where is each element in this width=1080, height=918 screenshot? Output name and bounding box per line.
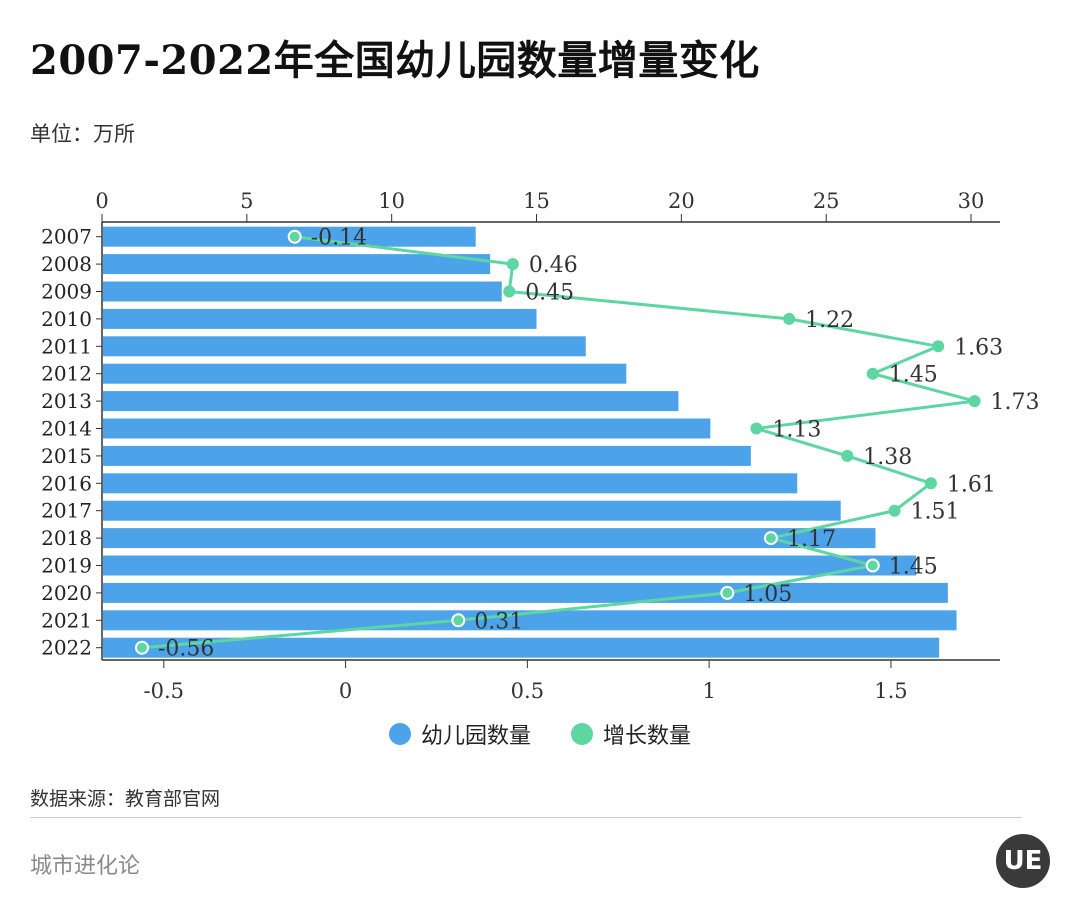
top-axis-tick-label: 25 xyxy=(813,189,840,213)
growth-data-label: 1.45 xyxy=(889,555,938,580)
top-axis-tick-label: 5 xyxy=(240,189,253,213)
growth-point xyxy=(924,477,937,490)
bar xyxy=(103,528,876,549)
category-label: 2020 xyxy=(41,581,92,605)
bottom-axis-tick-label: 0 xyxy=(339,679,352,703)
growth-point xyxy=(720,585,735,600)
growth-point xyxy=(783,312,796,325)
legend-label-line: 增长数量 xyxy=(603,724,692,749)
growth-data-label: 1.51 xyxy=(911,500,960,525)
growth-line xyxy=(141,235,977,650)
category-label: 2015 xyxy=(41,444,92,468)
bar xyxy=(103,254,491,275)
bar xyxy=(103,308,537,329)
growth-point xyxy=(968,395,981,408)
category-label: 2007 xyxy=(41,225,92,249)
growth-point xyxy=(763,531,778,546)
brand-logo: UE xyxy=(996,834,1050,888)
category-label: 2010 xyxy=(41,307,92,331)
footer-brand: 城市进化论 xyxy=(30,854,141,879)
bar xyxy=(103,336,586,357)
growth-data-label: 1.13 xyxy=(772,418,821,443)
growth-data-label: 1.38 xyxy=(863,445,912,470)
growth-data-label: 1.45 xyxy=(889,363,938,388)
growth-point xyxy=(503,285,516,298)
growth-point xyxy=(866,367,879,380)
growth-point xyxy=(888,504,901,517)
bar xyxy=(103,500,841,521)
bottom-axis-tick-label: 0.5 xyxy=(511,679,544,703)
category-label: 2019 xyxy=(41,554,92,578)
growth-point xyxy=(134,640,149,655)
growth-point xyxy=(750,422,763,435)
growth-data-label: 1.05 xyxy=(743,582,792,607)
combo-chart: 0 5 10 15 20 25 30 -0.5 0 0.5 1 1.5 2007 2008 2009 2010… xyxy=(41,189,1040,703)
bottom-axis-tick-label: 1 xyxy=(702,679,715,703)
top-axis-tick-label: 10 xyxy=(378,189,405,213)
legend-label-bar: 幼儿园数量 xyxy=(420,724,531,749)
category-label: 2018 xyxy=(41,526,92,550)
bar xyxy=(103,555,916,576)
top-axis-tick-label: 20 xyxy=(668,189,695,213)
category-label: 2009 xyxy=(41,280,92,304)
category-label: 2012 xyxy=(41,362,92,386)
brand-logo-text: UE xyxy=(1003,846,1043,876)
divider xyxy=(30,817,1022,818)
growth-data-label: 0.45 xyxy=(525,281,574,306)
bar xyxy=(103,391,679,412)
bar xyxy=(103,473,798,494)
growth-data-label: 1.63 xyxy=(954,335,1003,360)
bar xyxy=(103,610,957,631)
growth-point xyxy=(932,340,945,353)
bar xyxy=(103,363,627,384)
legend-swatch-line xyxy=(571,723,593,745)
top-axis-tick-label: 15 xyxy=(523,189,550,213)
growth-point xyxy=(287,229,302,244)
category-label: 2017 xyxy=(41,499,92,523)
bar xyxy=(103,418,711,439)
category-label: 2022 xyxy=(41,636,92,660)
category-label: 2008 xyxy=(41,252,92,276)
growth-point xyxy=(865,558,880,573)
bottom-axis-tick-label: 1.5 xyxy=(874,679,907,703)
top-axis-tick-label: 0 xyxy=(95,189,108,213)
category-label: 2014 xyxy=(41,417,92,441)
bar xyxy=(103,582,948,603)
growth-data-label: -0.56 xyxy=(158,637,214,662)
growth-point xyxy=(506,258,519,271)
chart-title: 2007-2022年全国幼儿园数量增量变化 xyxy=(30,37,760,84)
top-axis-tick-label: 30 xyxy=(958,189,985,213)
growth-point xyxy=(841,449,854,462)
category-label: 2011 xyxy=(41,334,92,358)
bar xyxy=(103,445,751,466)
growth-data-label: 1.73 xyxy=(991,390,1040,415)
category-label: 2016 xyxy=(41,471,92,495)
category-label: 2013 xyxy=(41,389,92,413)
category-label: 2021 xyxy=(41,608,92,632)
data-source: 数据来源：教育部官网 xyxy=(30,788,221,810)
growth-data-label: 1.61 xyxy=(947,472,996,497)
growth-data-label: 1.17 xyxy=(787,527,836,552)
growth-data-label: 1.22 xyxy=(805,308,854,333)
legend: 幼儿园数量 增长数量 xyxy=(0,718,1080,750)
bar xyxy=(103,281,502,302)
growth-point xyxy=(451,613,466,628)
growth-data-label: 0.31 xyxy=(474,609,523,634)
legend-item-bar[interactable]: 幼儿园数量 xyxy=(388,718,531,750)
growth-data-label: 0.46 xyxy=(529,253,578,278)
bar xyxy=(103,637,940,658)
unit-label: 单位：万所 xyxy=(30,122,135,146)
legend-swatch-bar xyxy=(388,723,411,745)
bottom-axis-tick-label: -0.5 xyxy=(144,679,185,703)
growth-data-label: -0.14 xyxy=(311,226,367,251)
legend-item-line[interactable]: 增长数量 xyxy=(571,718,691,750)
